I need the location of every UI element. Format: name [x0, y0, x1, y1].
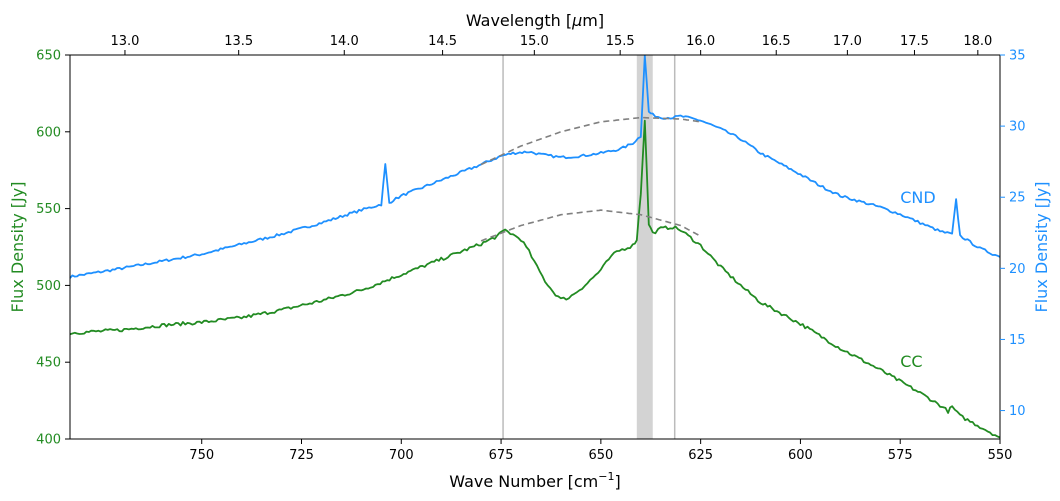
series-line-cc [69, 119, 1001, 439]
x-tick-label-bottom: 675 [489, 448, 514, 463]
x-tick-label-top: 13.5 [224, 34, 253, 49]
y-tick-label-left: 550 [36, 202, 61, 217]
x-tick-label-bottom: 625 [688, 448, 713, 463]
shaded-band [636, 55, 653, 439]
y-tick-label-right: 10 [1009, 404, 1026, 419]
y-tick-label-right: 30 [1009, 120, 1026, 135]
y-tick-label-left: 400 [36, 433, 61, 448]
x-tick-label-top: 13.0 [110, 34, 139, 49]
y-axis-title-left: Flux Density [Jy] [8, 182, 27, 313]
x-tick-label-bottom: 550 [988, 448, 1013, 463]
y-tick-label-right: 15 [1009, 333, 1026, 348]
y-axis-title-right: Flux Density [Jy] [1032, 182, 1051, 313]
x-tick-label-top: 15.0 [520, 34, 549, 49]
x-tick-label-top: 17.5 [900, 34, 929, 49]
x-tick-label-bottom: 725 [289, 448, 314, 463]
plot-frame [69, 54, 1001, 440]
series-label-cnd: CND [900, 188, 935, 207]
x-tick-label-bottom: 575 [888, 448, 913, 463]
x-tick-label-top: 17.0 [833, 34, 862, 49]
shaded-band-layer [636, 55, 653, 439]
x-tick-label-bottom: 700 [389, 448, 414, 463]
series-label-cc: CC [900, 352, 922, 371]
y-tick-label-left: 650 [36, 49, 61, 64]
x-axis-title-top: Wavelength [μm] [466, 11, 604, 30]
x-tick-label-bottom: 650 [588, 448, 613, 463]
x-tick-label-top: 18.0 [963, 34, 992, 49]
y-tick-label-right: 25 [1009, 191, 1026, 206]
y-tick-label-right: 20 [1009, 262, 1026, 277]
y-tick-label-left: 500 [36, 279, 61, 294]
y-tick-label-left: 600 [36, 125, 61, 140]
y-tick-label-left: 450 [36, 356, 61, 371]
x-tick-label-top: 14.0 [330, 34, 359, 49]
x-tick-label-top: 14.5 [428, 34, 457, 49]
x-tick-label-top: 16.0 [686, 34, 715, 49]
x-tick-label-bottom: 600 [788, 448, 813, 463]
continuum-line-cc [480, 209, 701, 242]
y-tick-label-right: 35 [1009, 49, 1026, 64]
continuum-line-cnd [480, 116, 701, 166]
x-tick-label-top: 15.5 [606, 34, 635, 49]
ticks-layer: 750 725 700 675 650 625 600 575 550 13.0 13.5 14.0 1… [36, 34, 1025, 463]
series-line-cnd [69, 54, 1001, 279]
x-tick-label-bottom: 750 [189, 448, 214, 463]
x-axis-title-bottom: Wave Number [cm−1] [449, 470, 620, 491]
series-layer [69, 54, 1001, 439]
x-tick-label-top: 16.5 [762, 34, 791, 49]
